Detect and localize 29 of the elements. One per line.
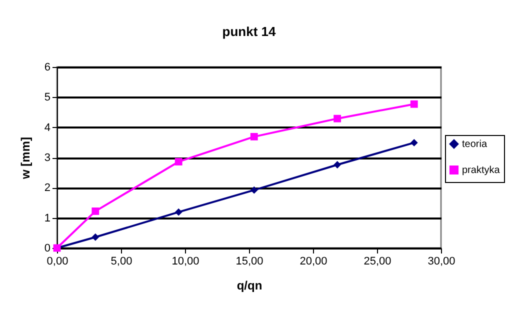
legend-label: teoria: [462, 139, 488, 150]
point: [410, 139, 418, 146]
y-axis-title: w [mm]: [18, 136, 32, 180]
y-tick-label: 6: [44, 62, 50, 74]
x-axis-title: q/qn: [236, 278, 262, 292]
y-tick-label: 5: [44, 92, 50, 104]
y-tick-label: 2: [44, 182, 50, 194]
x-tick-label: 0,00: [46, 256, 68, 268]
y-tick-label: 3: [44, 152, 50, 164]
y-tick-label: 1: [44, 212, 50, 224]
chart-title: punkt 14: [222, 24, 276, 39]
point: [410, 100, 418, 108]
x-tick-label: 20,00: [300, 256, 328, 268]
x-tick-label: 25,00: [364, 256, 392, 268]
point: [92, 207, 100, 215]
point: [250, 132, 258, 140]
point: [174, 208, 182, 216]
x-tick-label: 10,00: [172, 256, 200, 268]
point: [334, 161, 342, 168]
point: [174, 158, 182, 166]
x-tick-label: 15,00: [236, 256, 264, 268]
x-tick-label: 5,00: [110, 256, 132, 268]
x-tick-label: 30,00: [428, 256, 456, 268]
point: [92, 233, 100, 241]
point: [334, 114, 342, 122]
y-tick-label: 4: [44, 122, 50, 134]
point: [250, 186, 258, 194]
y-tick-label: 0: [44, 242, 50, 254]
legend-label: praktyka: [462, 165, 500, 176]
